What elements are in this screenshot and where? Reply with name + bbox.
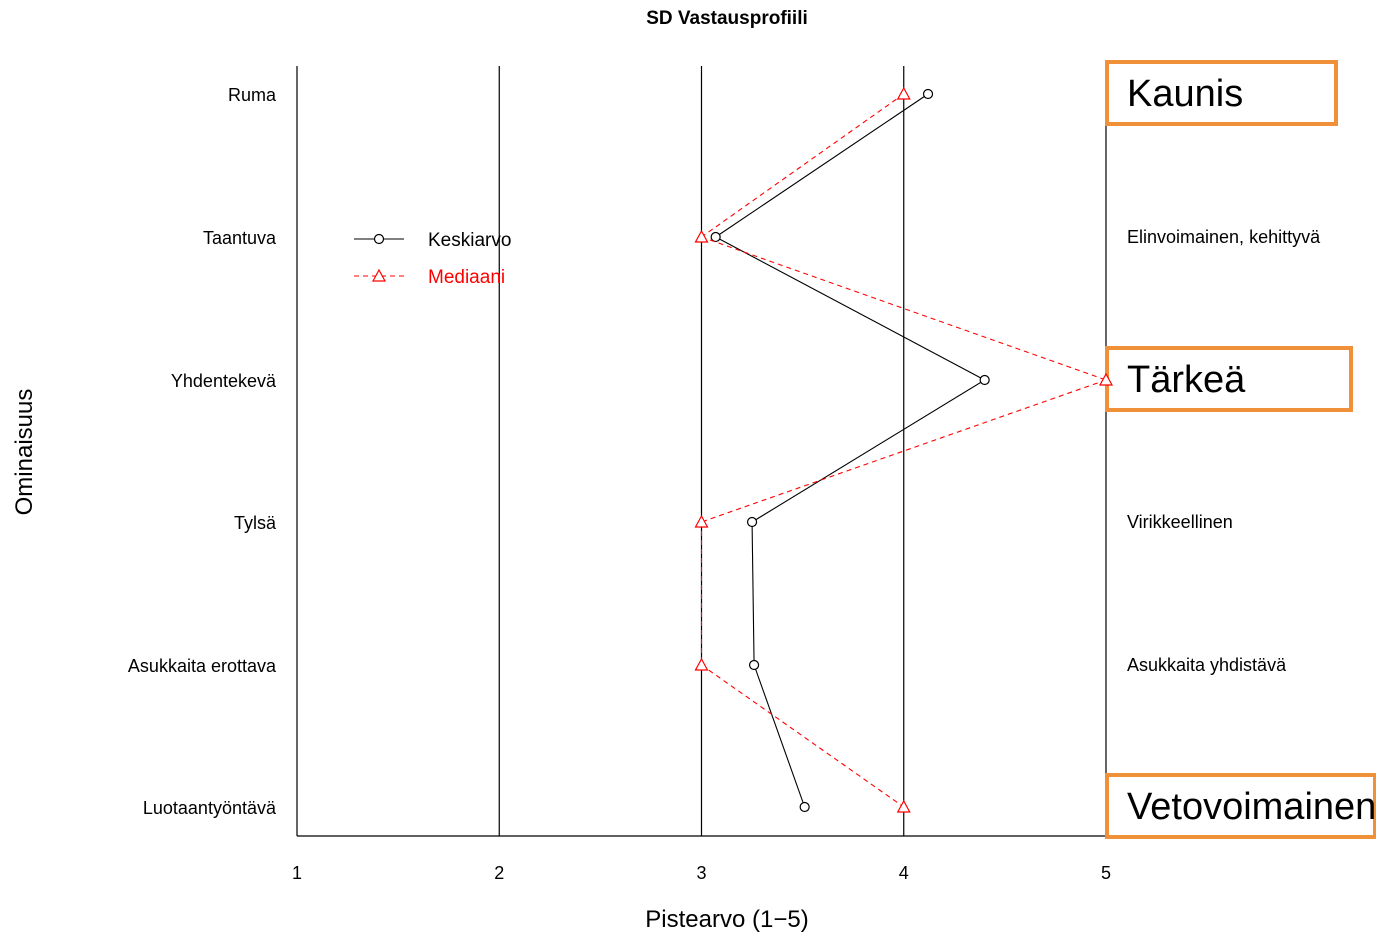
x-tick-label: 5 — [1101, 863, 1111, 883]
data-point-circle — [799, 801, 810, 813]
left-label: Yhdentekevä — [171, 371, 277, 391]
legend: Keskiarvo Mediaani — [354, 230, 511, 288]
series-line-segment — [701, 93, 905, 238]
x-tick-label: 1 — [292, 863, 302, 883]
data-point-circle — [746, 516, 758, 528]
data-point-circle — [710, 231, 721, 243]
left-label: Ruma — [228, 85, 277, 105]
right-label: Virikkeellinen — [1127, 512, 1233, 532]
right-labels: Kaunis Elinvoimainen, kehittyvä Tärkeä Viri… — [1105, 60, 1376, 839]
data-point-triangle — [694, 657, 709, 671]
data-point-triangle — [896, 799, 911, 813]
series-line-segment — [715, 93, 929, 238]
highlight-box — [1105, 60, 1338, 126]
series-line-segment — [751, 379, 985, 523]
data-point-triangle — [694, 514, 709, 528]
data-point-circle — [748, 659, 760, 671]
data-point-triangle — [1098, 372, 1114, 386]
right-label: Elinvoimainen, kehittyvä — [1127, 227, 1321, 247]
left-label: Tylsä — [234, 513, 277, 533]
right-label: Asukkaita yhdistävä — [1127, 655, 1287, 675]
legend-marker-circle — [373, 233, 385, 245]
series-line-segment — [701, 664, 905, 808]
legend-label: Keskiarvo — [428, 230, 511, 251]
left-label: Luotaantyöntävä — [143, 798, 277, 818]
data-point-circle — [979, 374, 990, 386]
data-point-circle — [922, 88, 934, 100]
x-tick-label: 4 — [899, 863, 909, 883]
series-line-segment — [753, 664, 806, 808]
series-line-segment — [751, 521, 755, 666]
legend-marker-triangle — [371, 268, 387, 282]
x-tick-labels: 1 2 3 4 5 — [292, 863, 1111, 883]
left-label: Asukkaita erottava — [128, 656, 277, 676]
right-label-highlighted: Tärkeä — [1127, 359, 1246, 401]
left-label: Taantuva — [203, 228, 277, 248]
x-tick-label: 3 — [696, 863, 706, 883]
right-label-highlighted: Kaunis — [1127, 73, 1243, 115]
right-label-highlighted: Vetovoimainen — [1127, 786, 1376, 828]
left-labels: Ruma Taantuva Yhdentekevä Tylsä Asukkaita er… — [128, 85, 277, 818]
highlight-box — [1105, 773, 1376, 839]
series-group — [694, 86, 1114, 813]
y-axis-title: Ominaisuus — [11, 389, 38, 516]
data-point-triangle — [896, 86, 911, 100]
grid-lines — [296, 66, 1107, 837]
series-line-segment — [715, 236, 985, 381]
chart-title: SD Vastausprofiili — [646, 8, 808, 29]
x-axis-title: Pistearvo (1−5) — [645, 906, 808, 933]
x-tick-label: 2 — [494, 863, 504, 883]
legend-label: Mediaani — [428, 267, 505, 288]
data-point-triangle — [694, 229, 709, 243]
